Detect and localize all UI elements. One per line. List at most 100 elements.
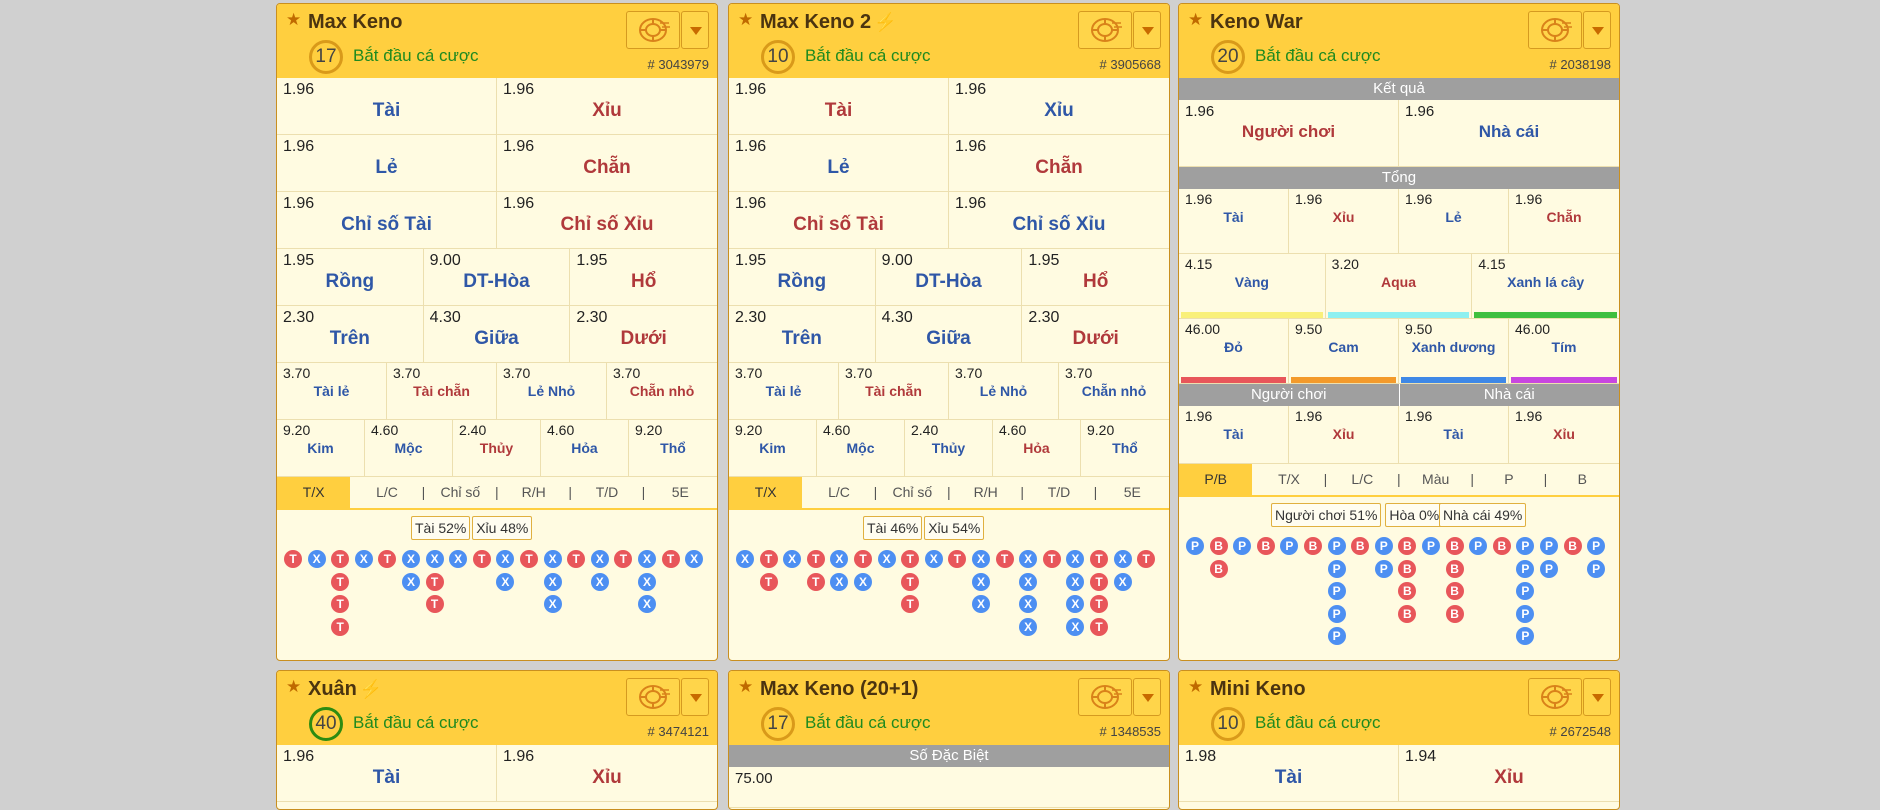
bet-cell[interactable]: 3.70 Lẻ Nhỏ	[949, 363, 1059, 419]
bet-cell[interactable]: 2.30 Dưới	[1022, 306, 1169, 362]
tab-2[interactable]: Chỉ số	[422, 477, 497, 508]
bet-cell[interactable]: 3.70 Tài lẻ	[277, 363, 387, 419]
bet-cell[interactable]: 2.30 Dưới	[570, 306, 717, 362]
bet-cell[interactable]: 1.96 Xỉu	[949, 78, 1169, 134]
tab-0[interactable]: T/X	[729, 477, 803, 508]
bet-cell[interactable]: 3.70 Lẻ Nhỏ	[497, 363, 607, 419]
tab-3[interactable]: Màu	[1397, 464, 1472, 495]
bet-cell[interactable]: 3.70 Chẵn nhỏ	[607, 363, 717, 419]
bet-cell[interactable]: 3.70 Chẵn nhỏ	[1059, 363, 1169, 419]
bet-cell[interactable]: 2.30 Trên	[277, 306, 424, 362]
bet-cell[interactable]: 46.00 Tím	[1509, 319, 1619, 383]
tab-0[interactable]: P/B	[1179, 464, 1253, 495]
bet-cell[interactable]: 4.30 Giữa	[876, 306, 1023, 362]
chip-button[interactable]	[1528, 11, 1582, 49]
bet-cell[interactable]: 1.96 Xỉu	[497, 78, 717, 134]
tab-5[interactable]: 5E	[1094, 477, 1169, 508]
bet-cell[interactable]: 4.60 Mộc	[817, 420, 905, 476]
chip-button[interactable]	[626, 678, 680, 716]
bet-cell[interactable]: 3.70 Tài lẻ	[729, 363, 839, 419]
star-icon[interactable]: ★	[1188, 10, 1204, 29]
dropdown-button[interactable]	[1133, 11, 1161, 49]
star-icon[interactable]: ★	[738, 677, 754, 696]
bet-cell[interactable]: 4.30 Giữa	[424, 306, 571, 362]
bet-cell[interactable]: 1.95 Hổ	[1022, 249, 1169, 305]
bet-cell[interactable]: 1.96 Tài	[277, 78, 497, 134]
bet-cell[interactable]: 1.96 Tài	[1179, 406, 1289, 463]
game-title[interactable]: Keno War	[1210, 10, 1303, 34]
game-title[interactable]: Max Keno 2 ⚡	[760, 10, 897, 34]
bet-cell[interactable]: 1.96 Chỉ số Xỉu	[497, 192, 717, 248]
bet-cell[interactable]: 4.15 Vàng	[1179, 254, 1326, 318]
bet-cell[interactable]: 1.96 Tài	[277, 745, 497, 801]
bet-cell[interactable]: 1.95 Rồng	[277, 249, 424, 305]
dropdown-button[interactable]	[681, 11, 709, 49]
dropdown-button[interactable]	[1583, 678, 1611, 716]
bet-cell[interactable]: 2.40 Thủy	[453, 420, 541, 476]
bet-cell[interactable]: 1.96 Người chơi	[1179, 100, 1399, 166]
game-title[interactable]: Xuân ⚡	[308, 677, 382, 701]
bet-cell[interactable]: 1.96 Chỉ số Xỉu	[949, 192, 1169, 248]
bet-cell[interactable]: 1.96 Lẻ	[277, 135, 497, 191]
bet-cell[interactable]: 4.60 Hỏa	[993, 420, 1081, 476]
bet-cell[interactable]: 1.96 Chỉ số Tài	[729, 192, 949, 248]
game-title[interactable]: Mini Keno	[1210, 677, 1306, 701]
tab-0[interactable]: T/X	[277, 477, 351, 508]
game-title[interactable]: Max Keno (20+1)	[760, 677, 918, 701]
bet-cell[interactable]: 3.70 Tài chẵn	[387, 363, 497, 419]
bet-cell[interactable]: 4.60 Hỏa	[541, 420, 629, 476]
bet-cell[interactable]: 1.96 Chẵn	[497, 135, 717, 191]
tab-4[interactable]: T/D	[568, 477, 643, 508]
tab-1[interactable]: L/C	[350, 477, 423, 508]
chip-button[interactable]	[626, 11, 680, 49]
bet-cell[interactable]: 9.20 Kim	[277, 420, 365, 476]
bet-cell[interactable]: 1.96 Tài	[1399, 406, 1509, 463]
bet-cell[interactable]: 9.00 DT-Hòa	[424, 249, 571, 305]
tab-3[interactable]: R/H	[947, 477, 1022, 508]
bet-cell[interactable]: 4.15 Xanh lá cây	[1472, 254, 1619, 318]
star-icon[interactable]: ★	[1188, 677, 1204, 696]
bet-cell[interactable]: 1.96 Xỉu	[1289, 406, 1399, 463]
bet-cell[interactable]: 1.96 Xỉu	[1289, 189, 1399, 253]
bet-cell[interactable]: 1.98 Tài	[1179, 745, 1399, 801]
tab-1[interactable]: L/C	[802, 477, 875, 508]
bet-cell[interactable]: 75.00	[729, 767, 1169, 807]
bet-cell[interactable]: 1.96 Tài	[1179, 189, 1289, 253]
tab-2[interactable]: L/C	[1324, 464, 1399, 495]
bet-cell[interactable]: 1.96 Chỉ số Tài	[277, 192, 497, 248]
bet-cell[interactable]: 9.20 Thổ	[629, 420, 717, 476]
star-icon[interactable]: ★	[738, 10, 754, 29]
chip-button[interactable]	[1078, 678, 1132, 716]
bet-cell[interactable]: 1.96 Chẵn	[1509, 189, 1619, 253]
bet-cell[interactable]: 9.00 DT-Hòa	[876, 249, 1023, 305]
bet-cell[interactable]: 1.96 Lẻ	[729, 135, 949, 191]
bet-cell[interactable]: 3.20 Aqua	[1326, 254, 1473, 318]
bet-cell[interactable]: 9.20 Kim	[729, 420, 817, 476]
dropdown-button[interactable]	[681, 678, 709, 716]
bet-cell[interactable]: 1.96 Tài	[729, 78, 949, 134]
tab-2[interactable]: Chỉ số	[874, 477, 949, 508]
bet-cell[interactable]: 1.96 Chẵn	[949, 135, 1169, 191]
bet-cell[interactable]: 1.95 Rồng	[729, 249, 876, 305]
bet-cell[interactable]: 46.00 Đỏ	[1179, 319, 1289, 383]
dropdown-button[interactable]	[1133, 678, 1161, 716]
tab-1[interactable]: T/X	[1252, 464, 1325, 495]
tab-5[interactable]: 5E	[642, 477, 717, 508]
bet-cell[interactable]: 1.95 Hổ	[570, 249, 717, 305]
dropdown-button[interactable]	[1583, 11, 1611, 49]
tab-4[interactable]: T/D	[1020, 477, 1095, 508]
bet-cell[interactable]: 1.96 Lẻ	[1399, 189, 1509, 253]
bet-cell[interactable]: 1.94 Xỉu	[1399, 745, 1619, 801]
bet-cell[interactable]: 2.30 Trên	[729, 306, 876, 362]
tab-4[interactable]: P	[1470, 464, 1545, 495]
bet-cell[interactable]: 3.70 Tài chẵn	[839, 363, 949, 419]
bet-cell[interactable]: 1.96 Nhà cái	[1399, 100, 1619, 166]
bet-cell[interactable]: 4.60 Mộc	[365, 420, 453, 476]
bet-cell[interactable]: 2.40 Thủy	[905, 420, 993, 476]
game-title[interactable]: Max Keno	[308, 10, 402, 34]
tab-5[interactable]: B	[1544, 464, 1619, 495]
bet-cell[interactable]: 9.50 Cam	[1289, 319, 1399, 383]
bet-cell[interactable]: 1.96 Xỉu	[1509, 406, 1619, 463]
bet-cell[interactable]: 1.96 Xỉu	[497, 745, 717, 801]
star-icon[interactable]: ★	[286, 677, 302, 696]
